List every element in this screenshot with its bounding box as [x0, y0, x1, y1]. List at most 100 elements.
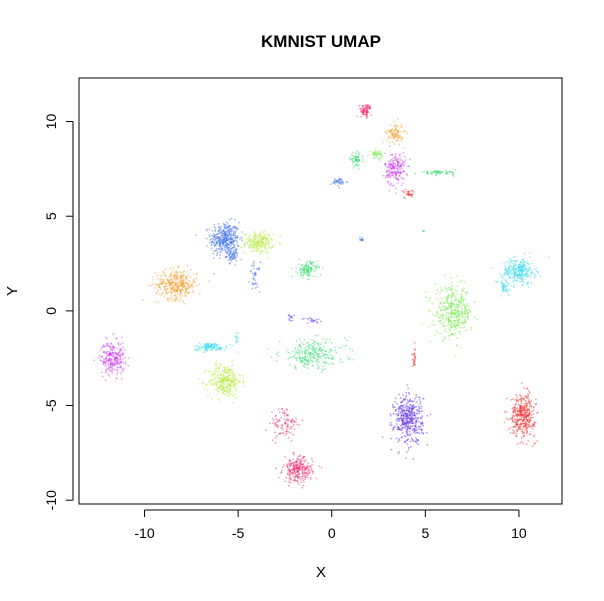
- data-point: [280, 471, 283, 474]
- data-point: [117, 361, 120, 364]
- data-point: [224, 375, 227, 378]
- data-point: [181, 276, 183, 278]
- data-point: [114, 351, 117, 354]
- data-point: [415, 426, 417, 428]
- data-point: [230, 247, 232, 250]
- data-point: [227, 227, 230, 229]
- data-point: [406, 428, 409, 431]
- data-point: [254, 244, 256, 247]
- data-point: [514, 421, 517, 424]
- data-point: [468, 308, 470, 311]
- data-point: [517, 419, 520, 422]
- data-point: [232, 241, 234, 244]
- data-point: [388, 131, 391, 133]
- data-point: [464, 312, 466, 315]
- data-point: [211, 348, 214, 351]
- data-point: [225, 379, 228, 382]
- data-point: [213, 223, 216, 226]
- data-point: [392, 141, 394, 144]
- data-point: [395, 174, 398, 177]
- data-point: [223, 240, 226, 243]
- data-point: [424, 291, 427, 293]
- data-point: [397, 130, 400, 133]
- data-point: [450, 313, 453, 315]
- data-point: [229, 392, 232, 395]
- data-point: [217, 223, 220, 225]
- data-point: [257, 247, 260, 250]
- data-point: [215, 240, 218, 243]
- data-point: [220, 384, 223, 386]
- data-point: [390, 167, 393, 170]
- data-point: [216, 393, 219, 396]
- data-point: [354, 158, 357, 161]
- data-point: [319, 349, 322, 352]
- data-point: [259, 236, 262, 239]
- data-point: [352, 166, 355, 169]
- data-point: [215, 360, 218, 362]
- data-point: [299, 358, 302, 361]
- data-point: [215, 370, 218, 373]
- data-point: [296, 352, 299, 355]
- data-point: [238, 374, 241, 377]
- data-point: [463, 309, 466, 312]
- data-point: [288, 318, 291, 320]
- data-point: [232, 381, 235, 383]
- data-point: [308, 468, 310, 470]
- data-point: [409, 403, 411, 406]
- data-point: [442, 302, 445, 305]
- data-point: [257, 240, 259, 242]
- data-point: [215, 384, 217, 386]
- data-point: [397, 178, 400, 181]
- data-point: [401, 136, 403, 139]
- data-point: [519, 261, 521, 264]
- data-point: [526, 283, 529, 286]
- data-point: [307, 270, 310, 273]
- data-point: [526, 273, 529, 276]
- data-point: [191, 283, 194, 286]
- data-point: [117, 359, 120, 362]
- data-point: [220, 247, 223, 250]
- data-point: [310, 319, 312, 322]
- data-point: [152, 283, 155, 285]
- data-point: [207, 346, 210, 348]
- data-point: [271, 246, 274, 249]
- data-point: [262, 237, 265, 240]
- data-point: [298, 423, 301, 426]
- data-point: [301, 463, 304, 466]
- data-point: [388, 165, 390, 167]
- data-point: [295, 463, 297, 465]
- data-point: [231, 372, 234, 375]
- data-point: [452, 294, 455, 296]
- data-point: [220, 348, 223, 351]
- data-point: [505, 272, 508, 275]
- data-point: [442, 324, 445, 327]
- data-point: [513, 415, 516, 418]
- data-point: [254, 240, 257, 243]
- data-point: [402, 414, 405, 417]
- data-point: [205, 342, 208, 345]
- data-point: [354, 156, 357, 159]
- data-point: [196, 348, 199, 351]
- data-point: [229, 257, 232, 259]
- data-point: [169, 284, 172, 287]
- data-point: [510, 266, 513, 268]
- data-point: [221, 232, 224, 235]
- data-point: [220, 235, 223, 237]
- data-point: [219, 385, 222, 388]
- data-point: [402, 178, 405, 180]
- data-point: [178, 300, 181, 303]
- data-point: [229, 252, 232, 255]
- data-point: [410, 417, 412, 420]
- data-point: [399, 411, 402, 413]
- data-point: [518, 270, 521, 273]
- data-point: [339, 178, 341, 181]
- data-point: [168, 275, 171, 278]
- data-point: [436, 169, 439, 172]
- data-point: [166, 296, 169, 299]
- data-point: [401, 171, 403, 174]
- data-point: [508, 260, 510, 263]
- data-point: [216, 367, 218, 369]
- data-point: [310, 344, 313, 347]
- data-point: [390, 167, 393, 170]
- data-point: [307, 470, 309, 473]
